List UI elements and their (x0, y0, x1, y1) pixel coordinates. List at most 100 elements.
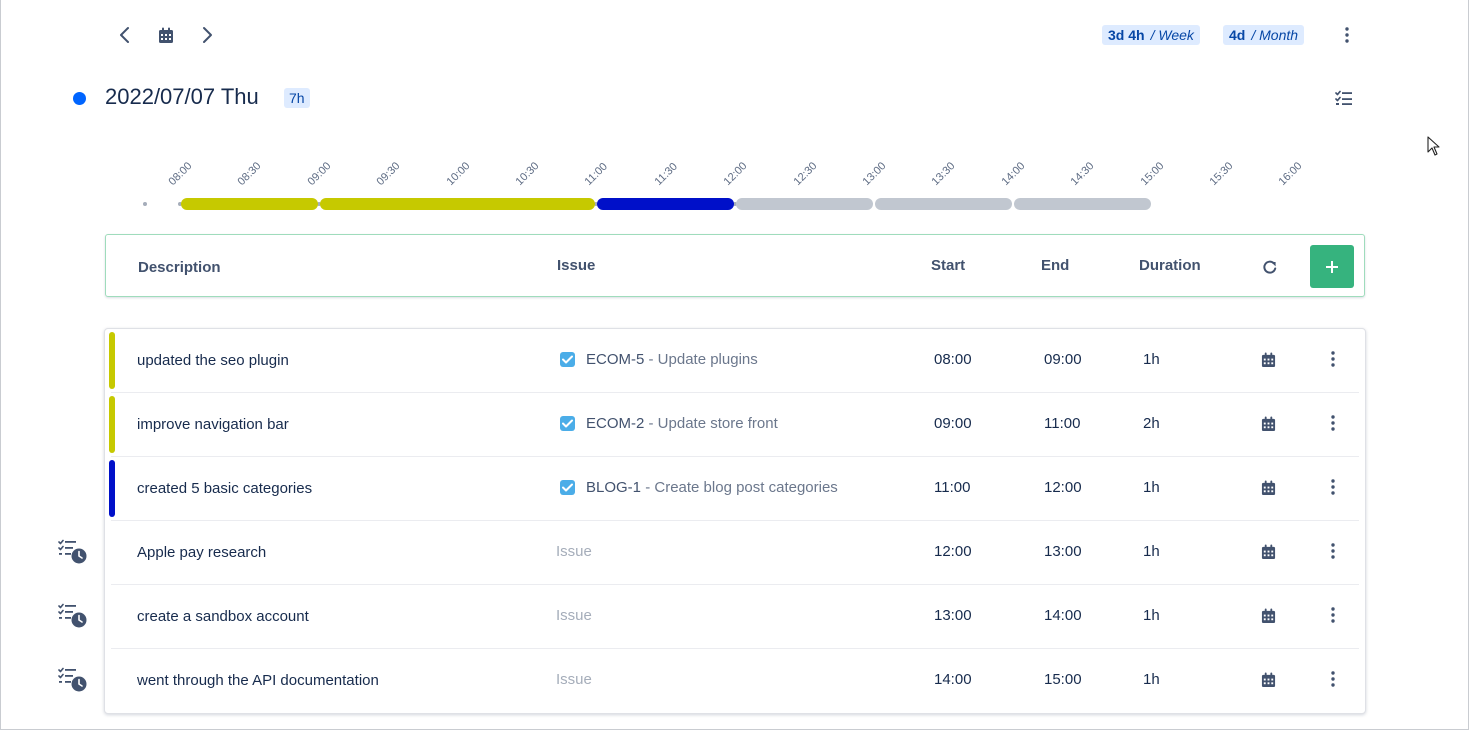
timeline-tick-label: 08:30 (235, 160, 264, 188)
more-vertical-icon (1331, 543, 1335, 559)
row-start[interactable]: 13:00 (934, 607, 972, 624)
row-divider (111, 392, 1359, 393)
table-header: Description Issue Start End Duration (105, 234, 1365, 297)
timeline-segment[interactable] (181, 198, 318, 210)
row-end[interactable]: 15:00 (1044, 671, 1082, 688)
row-duration[interactable]: 1h (1143, 351, 1160, 368)
row-start[interactable]: 14:00 (934, 671, 972, 688)
timeline-tick-label: 08:00 (166, 160, 195, 188)
issue-key: BLOG-1 (586, 479, 642, 496)
row-start[interactable]: 08:00 (934, 351, 972, 368)
row-end[interactable]: 14:00 (1044, 607, 1082, 624)
row-calendar-button[interactable] (1256, 476, 1280, 500)
timeline-tick-label: 10:30 (513, 160, 542, 188)
issue-key: ECOM-2 (586, 415, 645, 432)
row-calendar-button[interactable] (1256, 348, 1280, 372)
issue-type-icon (560, 352, 575, 367)
column-header-issue: Issue (557, 257, 596, 274)
row-more-options-button[interactable] (1321, 475, 1345, 499)
more-options-button[interactable] (1337, 23, 1357, 47)
timeline-tick-label: 13:00 (860, 160, 889, 188)
calendar-icon (1261, 352, 1275, 368)
calendar-icon (1261, 480, 1275, 496)
unlogged-worklog-icon[interactable] (58, 539, 88, 565)
row-description[interactable]: create a sandbox account (137, 608, 309, 625)
row-calendar-button[interactable] (1256, 412, 1280, 436)
row-end[interactable]: 13:00 (1044, 543, 1082, 560)
row-more-options-button[interactable] (1321, 347, 1345, 371)
row-duration[interactable]: 1h (1143, 607, 1160, 624)
timeline-segment[interactable] (1013, 198, 1151, 210)
row-color-bar (109, 332, 115, 389)
row-calendar-button[interactable] (1256, 604, 1280, 628)
issue-summary: - Update plugins (648, 351, 758, 368)
row-end[interactable]: 09:00 (1044, 351, 1082, 368)
checklist-icon (1335, 90, 1352, 105)
row-end[interactable]: 12:00 (1044, 479, 1082, 496)
timeline-tick-label: 12:00 (721, 160, 750, 188)
timeline-tick-label: 11:00 (582, 160, 611, 188)
row-duration[interactable]: 1h (1143, 543, 1160, 560)
row-divider (111, 520, 1359, 521)
row-duration[interactable]: 1h (1143, 671, 1160, 688)
table-row[interactable]: create a sandbox account Issue 13:00 14:00 1… (105, 585, 1365, 649)
row-duration[interactable]: 2h (1143, 415, 1160, 432)
row-start[interactable]: 09:00 (934, 415, 972, 432)
timeline-tick-label: 11:30 (652, 160, 680, 188)
issue-placeholder[interactable]: Issue (556, 671, 592, 688)
row-calendar-button[interactable] (1256, 540, 1280, 564)
timeline-tick-label: 09:30 (374, 160, 403, 188)
table-row[interactable]: Apple pay research Issue 12:00 13:00 1h (105, 521, 1365, 585)
issue-placeholder[interactable]: Issue (556, 607, 592, 624)
row-issue[interactable]: BLOG-1 - Create blog post categories (586, 479, 838, 496)
calendar-picker-button[interactable] (153, 22, 179, 48)
timeline-tick-label: 09:00 (305, 160, 334, 188)
row-start[interactable]: 12:00 (934, 543, 972, 560)
plus-icon (1326, 260, 1338, 273)
row-color-bar (109, 396, 115, 453)
row-more-options-button[interactable] (1321, 411, 1345, 435)
timeline-segment[interactable] (319, 198, 596, 210)
timeline-segment[interactable] (736, 198, 873, 210)
row-duration[interactable]: 1h (1143, 479, 1160, 496)
month-total-unit: / Month (1251, 27, 1299, 43)
row-description[interactable]: went through the API documentation (137, 672, 379, 689)
mouse-cursor-icon (1427, 136, 1440, 156)
timeline-segment[interactable] (875, 198, 1012, 210)
row-description[interactable]: improve navigation bar (137, 416, 289, 433)
timeline-dot (594, 202, 599, 206)
issue-type-icon (560, 480, 575, 495)
row-start[interactable]: 11:00 (934, 479, 971, 496)
row-end[interactable]: 11:00 (1044, 415, 1081, 432)
unlogged-worklog-icon[interactable] (58, 603, 88, 629)
row-calendar-button[interactable] (1256, 668, 1280, 692)
timeline-tick-label: 14:30 (1068, 160, 1097, 188)
table-row[interactable]: created 5 basic categories BLOG-1 - Creat… (105, 457, 1365, 521)
checklist-button[interactable] (1332, 86, 1356, 110)
issue-placeholder[interactable]: Issue (556, 543, 592, 560)
row-more-options-button[interactable] (1321, 667, 1345, 691)
refresh-button[interactable] (1258, 255, 1282, 279)
issue-type-icon (560, 416, 575, 431)
chevron-left-icon (120, 27, 129, 43)
timeline-segment[interactable] (597, 198, 735, 210)
row-more-options-button[interactable] (1321, 539, 1345, 563)
timeline-dot (316, 202, 321, 206)
row-issue[interactable]: ECOM-2 - Update store front (586, 415, 778, 432)
check-icon (562, 483, 573, 492)
next-day-button[interactable] (194, 22, 220, 48)
unlogged-worklog-icon[interactable] (58, 667, 88, 693)
row-description[interactable]: updated the seo plugin (137, 352, 289, 369)
table-row[interactable]: improve navigation bar ECOM-2 - Update st… (105, 393, 1365, 457)
row-issue[interactable]: ECOM-5 - Update plugins (586, 351, 758, 368)
row-divider (111, 456, 1359, 457)
calendar-icon (1261, 608, 1275, 624)
row-more-options-button[interactable] (1321, 603, 1345, 627)
row-description[interactable]: Apple pay research (137, 544, 267, 561)
previous-day-button[interactable] (112, 22, 138, 48)
table-row[interactable]: updated the seo plugin ECOM-5 - Update pl… (105, 329, 1365, 393)
add-entry-button[interactable] (1310, 245, 1354, 288)
month-total-badge: 4d / Month (1223, 25, 1305, 45)
row-description[interactable]: created 5 basic categories (137, 480, 313, 497)
table-row[interactable]: went through the API documentation Issue 1… (105, 649, 1365, 713)
